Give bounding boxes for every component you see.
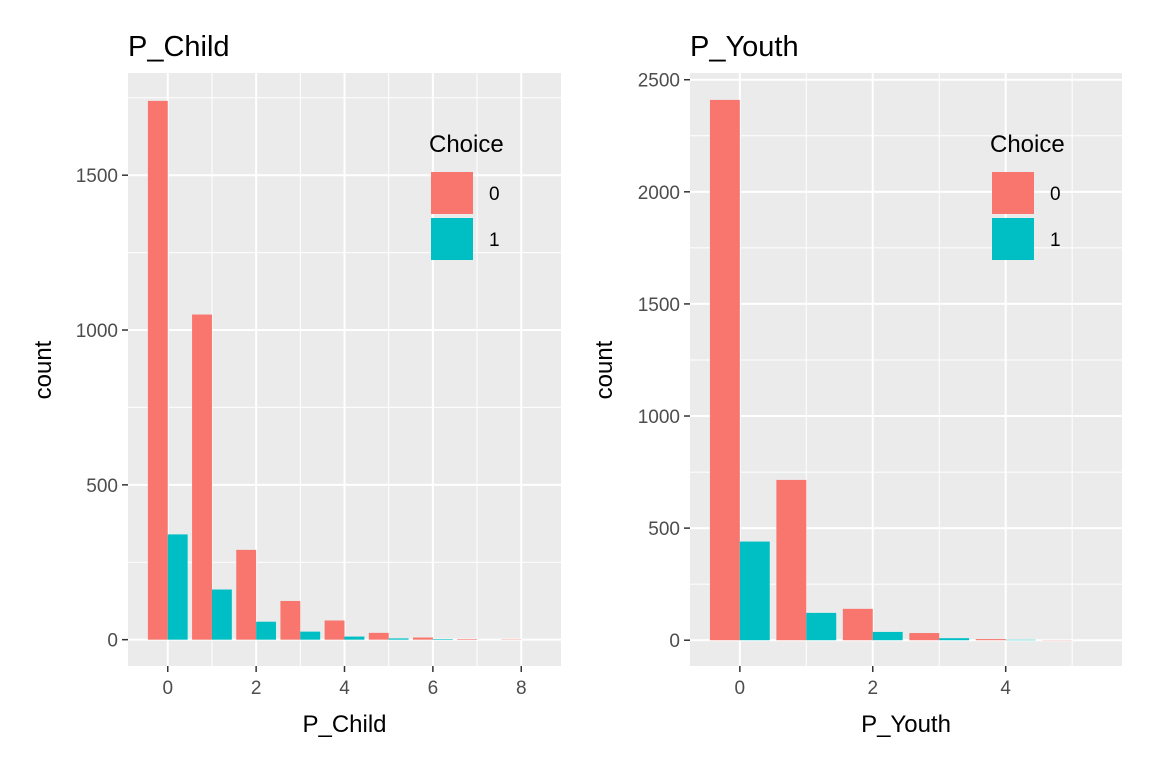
legend-label-0: 0 (489, 184, 500, 205)
bar-choice-1 (344, 636, 365, 640)
bar-choice-0 (368, 632, 389, 640)
bar-choice-0 (324, 620, 345, 640)
y-tick-label: 1500 (638, 295, 680, 316)
legend-label-0: 0 (1050, 184, 1061, 205)
legend-swatch-1 (992, 218, 1034, 260)
y-tick-label: 2500 (638, 71, 680, 92)
bar-choice-1 (872, 631, 903, 641)
bar-choice-1 (806, 612, 837, 641)
x-tick-label: 0 (162, 678, 173, 699)
bar-choice-0 (412, 637, 433, 640)
y-tick-label: 1000 (638, 407, 680, 428)
bar-choice-1 (432, 639, 453, 640)
panel-p-child: P_Child 0 500 1000 1500 0 2 4 6 8 P_Child count… (30, 31, 561, 738)
x-axis-title: P_Youth (861, 711, 951, 738)
x-tick-label: 4 (1000, 678, 1011, 699)
bar-choice-1 (256, 621, 277, 640)
bars (709, 99, 1073, 641)
bar-choice-1 (939, 638, 970, 641)
x-tick-label: 6 (428, 678, 439, 699)
y-axis-title: count (30, 340, 57, 399)
y-tick-label: 500 (648, 519, 680, 540)
bar-choice-1 (300, 631, 321, 640)
bar-choice-0 (280, 600, 301, 640)
x-tick-label: 2 (867, 678, 878, 699)
bar-choice-1 (211, 589, 232, 640)
bar-choice-0 (709, 99, 740, 641)
panel-p-youth: P_Youth 0 500 1000 1500 2000 2500 0 2 4 P_Youth… (591, 31, 1122, 738)
x-tick-label: 2 (251, 678, 262, 699)
chart-title: P_Youth (690, 31, 799, 63)
y-tick-label: 1500 (76, 166, 118, 187)
chart-title: P_Child (128, 31, 230, 63)
legend: Choice 0 1 (990, 131, 1065, 260)
bar-choice-1 (739, 541, 770, 641)
legend-swatch-0 (992, 172, 1034, 214)
y-tick-label: 500 (86, 476, 118, 497)
bar-choice-0 (236, 549, 257, 640)
bar-choice-0 (147, 100, 168, 640)
y-tick-label: 1000 (76, 321, 118, 342)
legend-swatch-0 (431, 172, 473, 214)
bar-choice-0 (909, 633, 940, 641)
bar-choice-0 (842, 608, 873, 641)
bars (147, 100, 522, 640)
legend: Choice 0 1 (429, 131, 504, 260)
y-axis-ticks: 0 500 1000 1500 2000 2500 (638, 71, 690, 652)
y-axis-title: count (591, 340, 618, 399)
legend-title: Choice (990, 131, 1065, 158)
bar-choice-0 (457, 639, 478, 640)
x-tick-label: 4 (339, 678, 350, 699)
legend-label-1: 1 (1050, 230, 1061, 251)
x-axis-title: P_Child (302, 711, 386, 738)
legend-title: Choice (429, 131, 504, 158)
bar-choice-0 (192, 314, 212, 640)
bar-choice-0 (776, 479, 807, 641)
bar-choice-1 (388, 638, 409, 640)
y-tick-label: 0 (107, 631, 118, 652)
x-axis-ticks: 0 2 4 6 8 (162, 666, 527, 699)
legend-label-1: 1 (489, 230, 500, 251)
y-axis-ticks: 0 500 1000 1500 (76, 166, 128, 652)
y-tick-label: 2000 (638, 183, 680, 204)
x-tick-label: 0 (735, 678, 746, 699)
bar-choice-0 (975, 639, 1006, 641)
x-axis-ticks: 0 2 4 (735, 666, 1011, 699)
legend-swatch-1 (431, 218, 473, 260)
bar-choice-1 (167, 534, 188, 640)
y-tick-label: 0 (669, 631, 680, 652)
x-tick-label: 8 (516, 678, 527, 699)
